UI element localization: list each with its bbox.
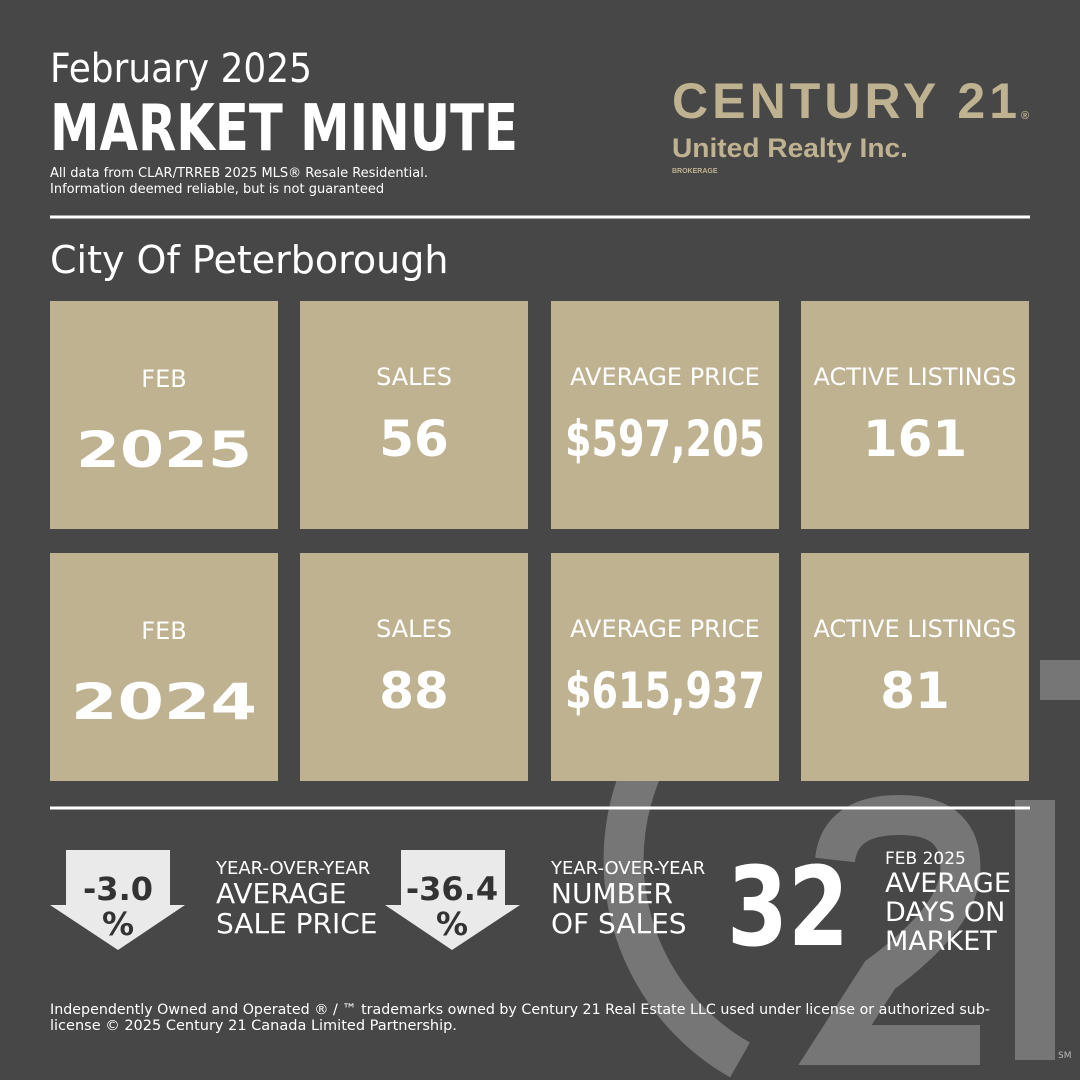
logo-brand: CENTURY 21 (672, 73, 1017, 129)
source-line: Information deemed reliable, but is not … (50, 182, 384, 197)
tile (300, 301, 528, 529)
tile (801, 553, 1029, 781)
tile-value: $597,205 (565, 410, 765, 468)
tile-label: AVERAGE PRICE (570, 363, 760, 391)
logo-office: United Realty Inc. (672, 133, 908, 163)
tile (50, 301, 278, 529)
footer-line: license © 2025 Century 21 Canada Limited… (50, 1018, 457, 1034)
change-value: -3.0 (83, 870, 153, 908)
summary-label: MARKET (885, 926, 997, 957)
tile-month: FEB (141, 617, 186, 645)
tile-value: 88 (379, 662, 449, 720)
logo-mark: ® (1021, 110, 1029, 122)
tile (801, 301, 1029, 529)
down-arrow (385, 850, 520, 950)
tile-label: ACTIVE LISTINGS (814, 615, 1017, 643)
tile (551, 553, 779, 781)
tile-label: SALES (376, 363, 452, 391)
summary-label: OF SALES (551, 907, 687, 940)
change-unit: % (436, 905, 468, 943)
city: City Of Peterborough (50, 238, 448, 282)
days-value: 32 (727, 843, 849, 971)
summary-label: SALE PRICE (216, 907, 377, 940)
tile (551, 301, 779, 529)
down-arrow (50, 850, 185, 950)
tile (300, 553, 528, 781)
tile-label: AVERAGE PRICE (570, 615, 760, 643)
watermark-two (798, 794, 981, 1065)
tile-label: ACTIVE LISTINGS (814, 363, 1017, 391)
title: MARKET MINUTE (50, 92, 518, 166)
summary-label: YEAR-OVER-YEAR (215, 858, 370, 879)
change-value: -36.4 (406, 870, 498, 908)
tile-year: 2024 (71, 673, 257, 731)
tile-value: 56 (379, 410, 449, 468)
tile-value: 161 (863, 410, 967, 468)
service-mark: SM (1058, 1051, 1071, 1061)
footer-line: Independently Owned and Operated ® / ™ t… (50, 1002, 990, 1018)
summary-label: AVERAGE (216, 877, 347, 910)
summary-label: AVERAGE (885, 868, 1011, 899)
tile-value: $615,937 (565, 662, 765, 720)
summary-label: YEAR-OVER-YEAR (550, 858, 705, 879)
tile-value: 81 (880, 662, 950, 720)
summary-label: DAYS ON (885, 897, 1005, 928)
tiles: FEB 2025 SALES 56 AVERAGE PRICE $597,205 ACTIV… (50, 301, 1029, 781)
summary-label: FEB 2025 (885, 849, 966, 869)
change-unit: % (102, 905, 134, 943)
tile-label: SALES (376, 615, 452, 643)
tile-month: FEB (141, 365, 186, 393)
date: February 2025 (50, 46, 312, 92)
tile-year: 2025 (76, 421, 252, 479)
summary-label: NUMBER (551, 877, 673, 910)
tile (50, 553, 278, 781)
source-line: All data from CLAR/TRREB 2025 MLS® Resal… (50, 166, 428, 181)
logo-type: BROKERAGE (672, 168, 718, 175)
